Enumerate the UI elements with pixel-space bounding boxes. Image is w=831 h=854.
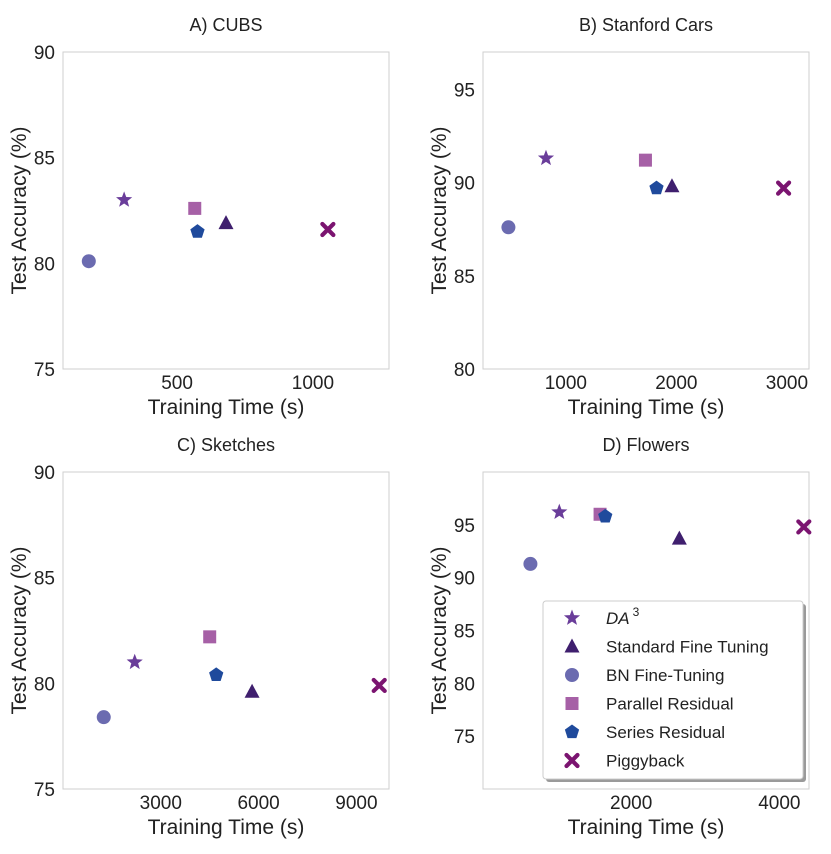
data-point-star bbox=[116, 191, 133, 207]
y-tick-label: 80 bbox=[454, 674, 475, 695]
plot-frame bbox=[482, 51, 810, 370]
data-point-cross bbox=[320, 221, 336, 238]
data-point-pentagon bbox=[190, 224, 205, 238]
legend-box bbox=[542, 600, 804, 780]
y-axis-label: Test Accuracy (%) bbox=[8, 546, 31, 714]
legend-label: BN Fine-Tuning bbox=[606, 666, 724, 685]
plot-frame bbox=[482, 471, 810, 790]
y-tick-label: 90 bbox=[454, 174, 475, 195]
legend-marker-pentagon bbox=[564, 724, 580, 739]
chart-panel-4: D) Flowers 75 80 85 90 95 2000 4000 Training Tim… bbox=[428, 435, 812, 839]
x-axis-label: Training Time (s) bbox=[568, 816, 725, 839]
y-tick-label: 85 bbox=[34, 149, 55, 170]
x-tick-label: 3000 bbox=[766, 373, 808, 394]
y-tick-label: 85 bbox=[454, 622, 475, 643]
y-tick-label: 80 bbox=[34, 254, 55, 275]
legend-marker-cross bbox=[564, 752, 580, 769]
x-tick-label: 9000 bbox=[335, 793, 377, 814]
y-tick-label: 75 bbox=[34, 360, 55, 381]
y-tick-label: 95 bbox=[454, 80, 475, 101]
data-point-star bbox=[126, 653, 143, 670]
x-tick-label: 2000 bbox=[610, 793, 652, 814]
y-tick-label: 90 bbox=[34, 43, 55, 64]
legend-label: Standard Fine Tuning bbox=[606, 638, 769, 657]
data-point-circle bbox=[96, 710, 111, 725]
data-point-circle bbox=[81, 254, 96, 269]
x-tick-label: 1000 bbox=[545, 373, 587, 394]
x-tick-label: 4000 bbox=[758, 793, 800, 814]
data-point-star bbox=[537, 149, 555, 166]
data-point-pentagon bbox=[209, 667, 224, 681]
panel-title: B) Stanford Cars bbox=[579, 15, 713, 35]
y-tick-label: 75 bbox=[34, 780, 55, 801]
y-tick-label: 85 bbox=[454, 267, 475, 288]
x-tick-label: 3000 bbox=[140, 793, 182, 814]
legend-label: Series Residual bbox=[606, 723, 725, 742]
x-axis-label: Training Time (s) bbox=[148, 816, 305, 839]
data-point-star bbox=[551, 503, 568, 520]
legend-marker-circle bbox=[565, 668, 579, 682]
x-axis-label: Training Time (s) bbox=[568, 396, 725, 419]
plot-frame bbox=[62, 51, 390, 370]
y-tick-label: 80 bbox=[454, 360, 475, 381]
chart-panel-3: C) Sketches 75 80 85 90 3000 6000 9000 Training … bbox=[8, 435, 390, 839]
legend-label: DA 3 bbox=[606, 605, 640, 628]
x-tick-label: 500 bbox=[161, 373, 193, 394]
data-point-cross bbox=[796, 519, 812, 535]
legend-label: Parallel Residual bbox=[606, 695, 734, 714]
data-point-cross bbox=[371, 677, 387, 694]
x-axis-label: Training Time (s) bbox=[148, 396, 305, 419]
chart-panel-2: B) Stanford Cars 80 85 90 95 1000 2000 3000 Trai… bbox=[428, 15, 810, 419]
panel-title: D) Flowers bbox=[602, 435, 689, 455]
data-point-pentagon bbox=[598, 508, 613, 523]
y-tick-label: 95 bbox=[454, 516, 475, 537]
data-point-circle bbox=[501, 220, 516, 235]
data-point-square bbox=[638, 153, 652, 167]
legend-marker-triangle bbox=[564, 638, 580, 653]
y-tick-label: 85 bbox=[34, 569, 55, 590]
data-point-triangle bbox=[218, 215, 234, 230]
y-tick-label: 80 bbox=[34, 674, 55, 695]
legend-label: Piggyback bbox=[606, 752, 685, 771]
legend-marker-star bbox=[563, 609, 581, 625]
y-axis-label: Test Accuracy (%) bbox=[428, 546, 451, 714]
plot-frame bbox=[62, 471, 390, 790]
legend: DA 3 Standard Fine Tuning BN Fine-Tuning Par… bbox=[542, 600, 806, 782]
y-axis-label: Test Accuracy (%) bbox=[428, 126, 451, 294]
data-point-triangle bbox=[664, 178, 680, 193]
data-point-triangle bbox=[671, 530, 687, 545]
x-tick-label: 1000 bbox=[292, 373, 334, 394]
y-axis-label: Test Accuracy (%) bbox=[8, 126, 31, 294]
panel-title: C) Sketches bbox=[177, 435, 275, 455]
legend-marker-square bbox=[565, 697, 579, 710]
data-point-circle bbox=[523, 556, 538, 571]
data-point-square bbox=[188, 201, 202, 215]
panel-title: A) CUBS bbox=[189, 15, 262, 35]
data-point-square bbox=[203, 630, 217, 644]
y-tick-label: 90 bbox=[454, 569, 475, 590]
x-tick-label: 6000 bbox=[237, 793, 279, 814]
y-tick-label: 75 bbox=[454, 727, 475, 748]
data-point-pentagon bbox=[649, 180, 664, 195]
y-tick-label: 90 bbox=[34, 463, 55, 484]
x-tick-label: 2000 bbox=[655, 373, 697, 394]
data-point-cross bbox=[775, 180, 792, 196]
data-point-triangle bbox=[244, 683, 260, 698]
